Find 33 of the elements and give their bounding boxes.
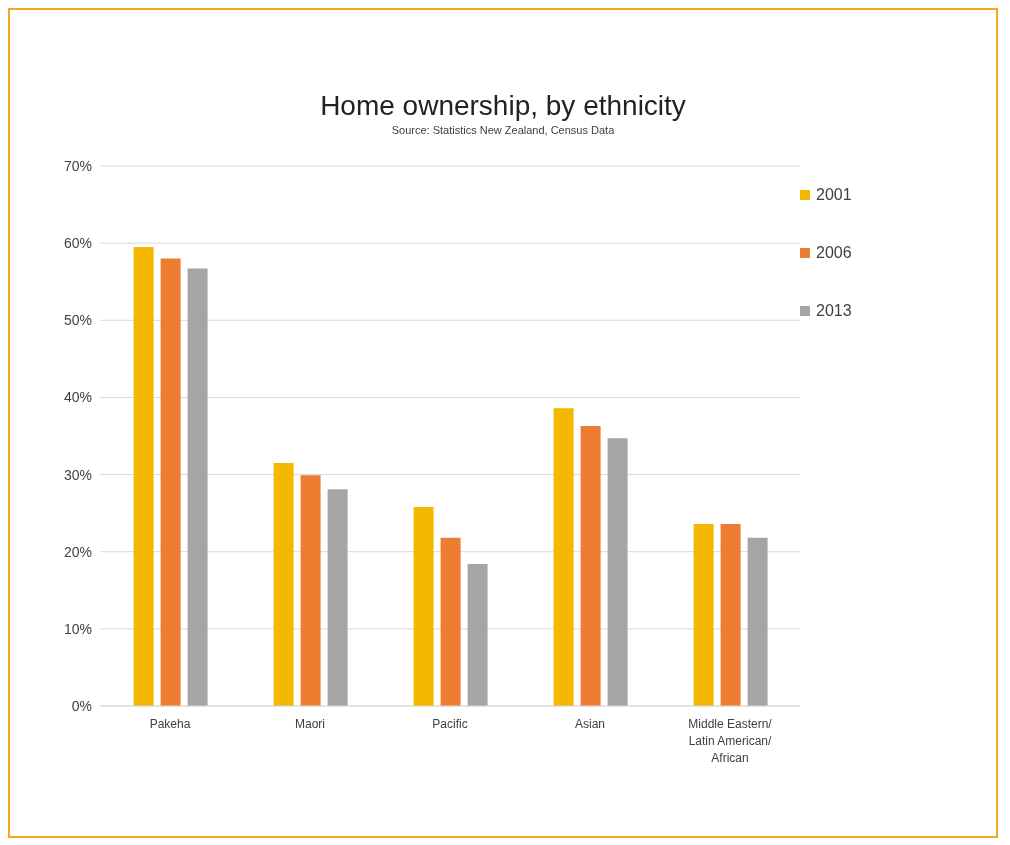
y-tick-label: 10% xyxy=(63,620,92,637)
bar xyxy=(607,438,628,706)
bar xyxy=(273,463,294,706)
legend-label: 2006 xyxy=(816,244,852,262)
bar xyxy=(187,268,208,706)
x-tick-label: Middle Eastern/Latin American/African xyxy=(688,717,773,765)
chart-subtitle: Source: Statistics New Zealand, Census Data xyxy=(390,124,616,136)
bar xyxy=(160,258,181,706)
bar xyxy=(133,247,154,706)
bar xyxy=(467,564,488,706)
x-tick-label: Maori xyxy=(294,717,326,731)
legend-label: 2013 xyxy=(816,302,852,320)
bar xyxy=(440,537,461,706)
bar xyxy=(300,475,321,706)
bar xyxy=(580,425,601,706)
bar xyxy=(553,408,574,706)
y-tick-label: 0% xyxy=(71,697,92,714)
y-tick-label: 70% xyxy=(63,157,92,174)
y-tick-label: 40% xyxy=(63,389,92,406)
y-tick-label: 30% xyxy=(63,466,92,483)
x-tick-label: Pakeha xyxy=(149,717,191,731)
bar xyxy=(413,506,434,706)
chart-title: Home ownership, by ethnicity xyxy=(319,90,687,122)
y-tick-label: 50% xyxy=(63,312,92,329)
legend-label: 2001 xyxy=(816,186,852,204)
bar xyxy=(720,523,741,706)
bar xyxy=(693,523,714,706)
x-tick-label: Pacific xyxy=(432,717,468,731)
x-tick-label: Asian xyxy=(574,717,606,731)
y-tick-label: 60% xyxy=(63,235,92,252)
bar xyxy=(327,489,348,706)
y-tick-label: 20% xyxy=(63,543,92,560)
bar xyxy=(747,537,768,706)
